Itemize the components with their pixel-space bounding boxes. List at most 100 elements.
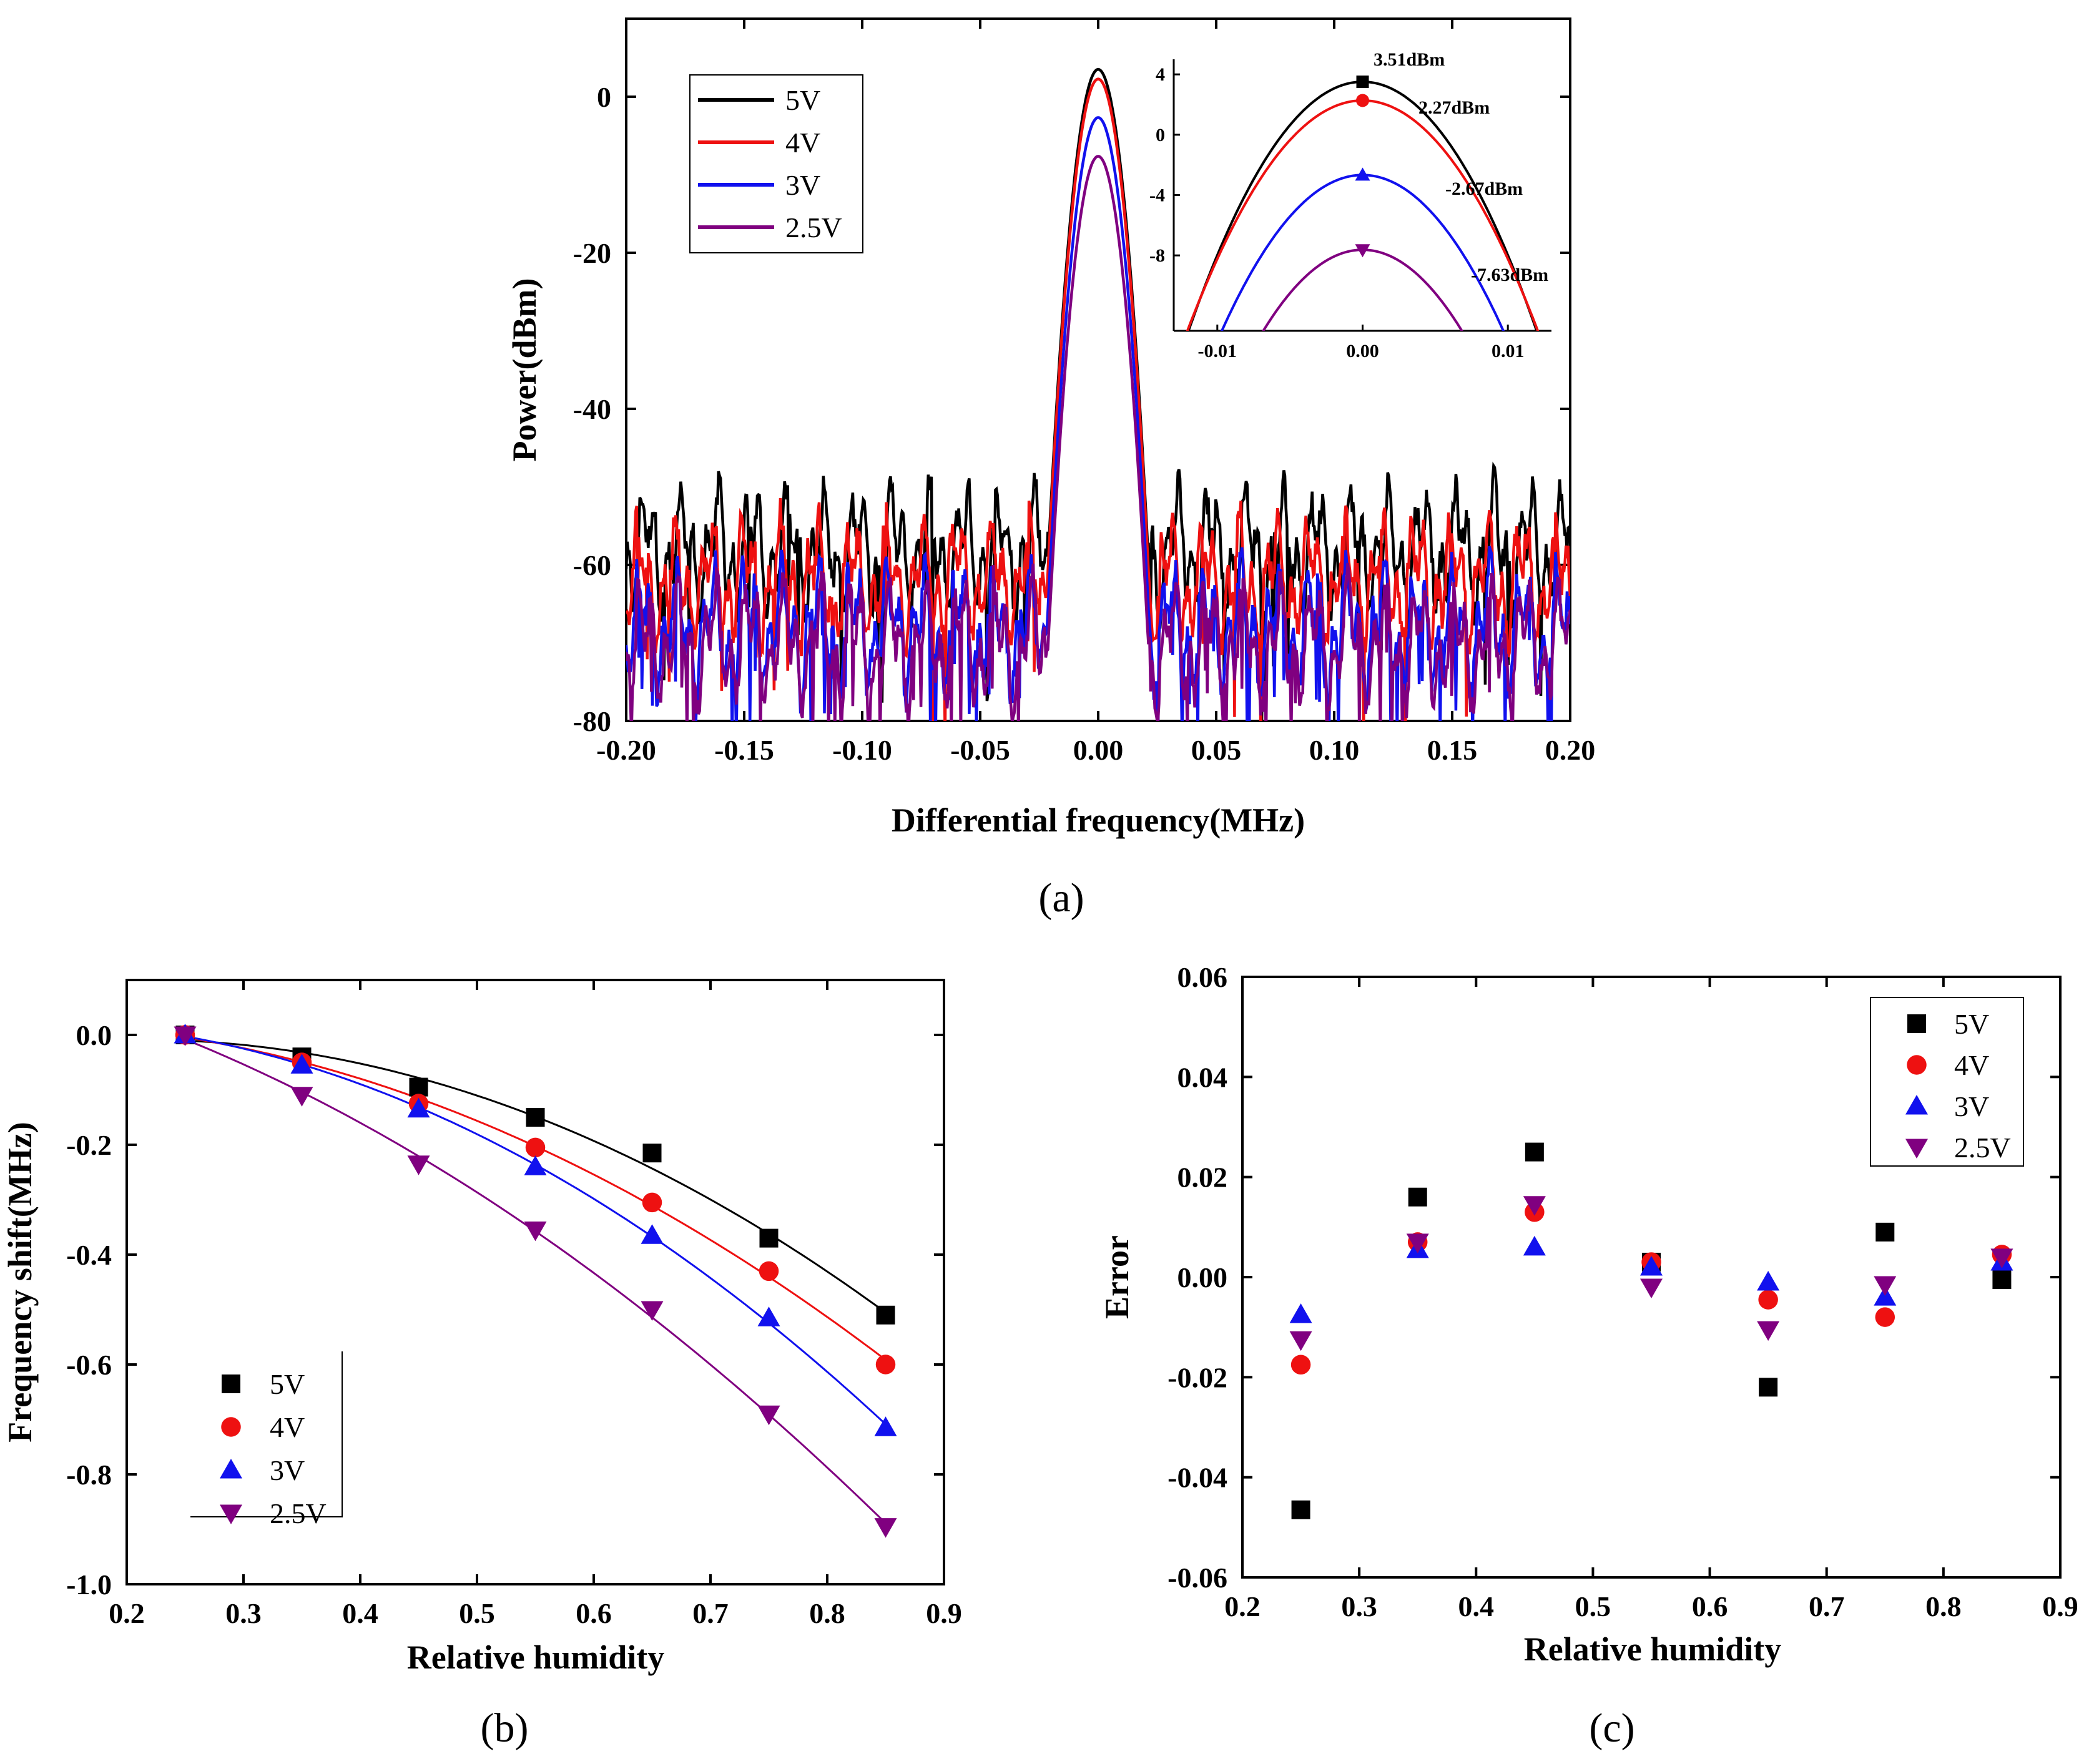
legend: 5V 4V 3V 2.5V — [689, 74, 863, 253]
legend: 5V 4V 3V 2.5V — [190, 1351, 343, 1529]
data-point-5V — [1291, 1500, 1310, 1519]
panel-b-frequency-shift: 0.2 0.3 0.4 0.5 0.6 0.7 0.8 0.9 0.0 -0.2 -0.4 -0.6 -… — [1, 979, 962, 1751]
data-point-4V — [525, 1137, 546, 1158]
x-axis-label: Relative humidity — [407, 1639, 665, 1676]
legend-box — [1870, 997, 2024, 1167]
x-tick-label: -0.05 — [950, 734, 1010, 766]
legend-label: 5V — [1954, 1008, 1989, 1040]
x-tick-label: 0.20 — [1545, 734, 1596, 766]
series-line-4V — [626, 77, 1570, 721]
x-tick-label: 0.5 — [459, 1597, 495, 1629]
panel-label-a: (a) — [1038, 875, 1084, 921]
y-tick-label: -40 — [573, 393, 611, 425]
data-point-2_5V — [641, 1301, 664, 1321]
x-axis-label: Differential frequency(MHz) — [892, 801, 1305, 839]
inset-x-tick-label: 0.01 — [1492, 341, 1525, 361]
legend-marker — [220, 1459, 242, 1479]
data-point-4V — [759, 1261, 779, 1281]
data-point-3V — [290, 1054, 313, 1074]
legend-frame — [190, 1351, 343, 1517]
data-point-2_5V — [1406, 1233, 1429, 1253]
x-tick-label: -0.20 — [596, 734, 656, 766]
x-tick-label: -0.10 — [832, 734, 892, 766]
series-line-2_5V — [626, 155, 1570, 721]
data-point-3V — [1523, 1235, 1546, 1256]
data-point-5V — [409, 1077, 428, 1097]
panel-label: (c) — [1589, 1705, 1634, 1751]
data-point-3V — [1289, 1303, 1312, 1323]
x-tick-label: 0.15 — [1427, 734, 1478, 766]
x-tick-label: 0.9 — [926, 1597, 962, 1629]
data-points — [1289, 1142, 2013, 1519]
legend-marker — [1905, 1095, 1928, 1115]
x-tick-label: 0.6 — [1692, 1590, 1728, 1622]
x-tick-label: 0.6 — [576, 1597, 612, 1629]
panel-c-error: 0.2 0.3 0.4 0.5 0.6 0.7 0.8 0.9 0.06 0.04 0.02 0.00… — [1098, 961, 2078, 1751]
inset-annotation: -2.67dBm — [1445, 179, 1523, 199]
fit-line-5V — [185, 1039, 887, 1313]
inset-y-tick-label: -4 — [1149, 185, 1165, 206]
data-point-2_5V — [524, 1221, 547, 1242]
legend-label: 3V — [270, 1454, 305, 1486]
y-tick-label: -0.6 — [66, 1349, 112, 1381]
data-point-3V — [1757, 1271, 1780, 1291]
y-tick-label: -0.06 — [1167, 1562, 1227, 1594]
inset-peak-marker — [1355, 167, 1370, 181]
data-point-2_5V — [757, 1405, 780, 1426]
inset-peak-marker — [1356, 76, 1369, 89]
legend-marker — [222, 1374, 240, 1393]
data-point-2_5V — [1289, 1331, 1312, 1351]
legend-marker — [1907, 1055, 1927, 1075]
legend-marker — [1907, 1014, 1926, 1033]
x-tick-label: 0.8 — [1925, 1590, 1962, 1622]
data-point-5V — [526, 1108, 545, 1127]
data-point-3V — [1640, 1255, 1663, 1276]
x-tick-label: 0.10 — [1309, 734, 1360, 766]
x-tick-label: 0.2 — [1224, 1590, 1261, 1622]
legend-label: 4V — [1954, 1049, 1989, 1081]
data-point-5V — [1875, 1222, 1895, 1242]
legend-label: 2.5V — [1954, 1132, 2011, 1164]
inset-y-tick-label: 0 — [1156, 125, 1165, 145]
legend-label: 5V — [270, 1368, 305, 1400]
data-point-2_5V — [1523, 1196, 1546, 1216]
data-point-4V — [1290, 1355, 1311, 1375]
y-tick-label: 0 — [597, 81, 611, 113]
x-tick-label: -0.15 — [714, 734, 774, 766]
x-tick-label: 0.05 — [1191, 734, 1242, 766]
data-point-3V — [757, 1306, 780, 1326]
data-point-4V — [1875, 1307, 1895, 1327]
data-point-5V — [759, 1228, 779, 1248]
inset-peak-marker — [1356, 94, 1369, 107]
x-tick-label: 0.8 — [809, 1597, 845, 1629]
data-point-2_5V — [1874, 1276, 1897, 1296]
data-point-4V — [875, 1355, 896, 1374]
y-axis-label: Frequency shift(MHz) — [1, 1122, 39, 1442]
inset-y-tick-label: -8 — [1149, 245, 1165, 266]
data-point-2_5V — [174, 1026, 197, 1046]
legend-label: 2.5V — [270, 1497, 327, 1529]
y-tick-label: -0.2 — [66, 1129, 112, 1161]
legend-marker — [1905, 1139, 1928, 1159]
y-tick-label: -60 — [573, 549, 611, 581]
inset-peak-marker — [1355, 244, 1370, 258]
data-point-2_5V — [290, 1087, 313, 1107]
spectrum-lines — [626, 67, 1570, 721]
y-tick-label: -0.02 — [1167, 1361, 1227, 1393]
x-tick-label: 0.7 — [1809, 1590, 1845, 1622]
data-point-2_5V — [1757, 1321, 1780, 1341]
inset: -0.01 0.00 0.01 4 0 -4 -8 3.51dBm 2.27dBm -2.67dB… — [1149, 49, 1551, 361]
inset-x-tick-label: 0.00 — [1346, 341, 1379, 361]
legend-label: 2.5V — [785, 212, 842, 243]
data-point-5V — [876, 1305, 895, 1325]
x-tick-label: 0.2 — [109, 1597, 145, 1629]
data-points — [174, 1024, 897, 1538]
inset-x-tick-label: -0.01 — [1198, 341, 1237, 361]
y-tick-label: -0.04 — [1167, 1462, 1227, 1494]
y-tick-label: -0.4 — [66, 1239, 112, 1271]
inset-annotation: -7.63dBm — [1471, 265, 1548, 285]
data-point-5V — [1992, 1270, 2012, 1290]
y-tick-label: -1.0 — [66, 1569, 112, 1600]
legend-box — [689, 74, 863, 253]
legend-marker — [221, 1417, 241, 1437]
